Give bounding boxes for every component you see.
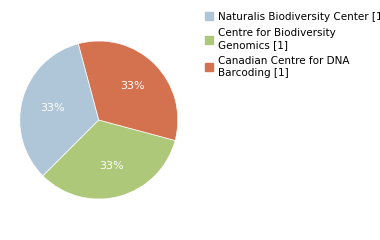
Legend: Naturalis Biodiversity Center [1], Centre for Biodiversity
Genomics [1], Canadia: Naturalis Biodiversity Center [1], Centr… — [203, 10, 380, 80]
Wedge shape — [20, 44, 99, 176]
Wedge shape — [78, 41, 178, 140]
Text: 33%: 33% — [99, 161, 124, 171]
Text: 33%: 33% — [120, 81, 145, 91]
Wedge shape — [43, 120, 175, 199]
Text: 33%: 33% — [41, 103, 65, 113]
